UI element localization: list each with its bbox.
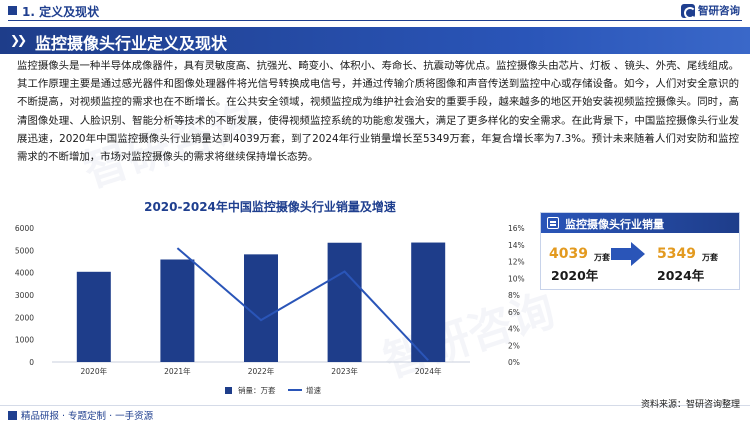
y-right-tick-label: 12% — [508, 258, 525, 267]
y-left-tick-label: 3000 — [15, 291, 34, 300]
double-chevron-icon: ❯❯ — [10, 33, 27, 47]
x-tick-label: 2021年 — [164, 366, 191, 376]
card-header: 监控摄像头行业销量 — [541, 213, 739, 233]
logo-icon — [681, 3, 696, 19]
y-left-tick-label: 1000 — [15, 336, 34, 345]
title-banner: ❯❯ 监控摄像头行业定义及现状 — [0, 27, 750, 54]
top-header: 1. 定义及现状 智研咨询 — [0, 0, 750, 22]
legend-bar-label: 销量：万套 — [238, 385, 276, 395]
sales-chart: 0 1000 2000 3000 4000 5000 6000 0% 2% 4% 6% 8% 10% 12… — [15, 224, 525, 395]
data-source: 资料来源：智研咨询整理 — [640, 400, 740, 410]
stat-value-2024: 5349 — [657, 246, 696, 262]
bar-2023年 — [327, 242, 362, 362]
y-right-tick-label: 0% — [508, 358, 520, 367]
x-tick-label: 2023年 — [331, 366, 358, 376]
section-title: 1. 定义及现状 — [22, 5, 100, 19]
x-tick-label: 2022年 — [248, 366, 275, 376]
card-title: 监控摄像头行业销量 — [565, 218, 664, 231]
y-left-tick-label: 0 — [29, 358, 34, 367]
stat-unit-2020: 万套 — [594, 253, 610, 262]
stat-unit-2024: 万套 — [702, 253, 718, 262]
footer-tagline-text: 精品研报 · 专题定制 · 一手资源 — [21, 411, 154, 421]
header-divider — [8, 20, 742, 21]
growth-rate-line — [176, 247, 429, 362]
logo-text: 智研咨询 — [698, 5, 740, 17]
page-title: 监控摄像头行业定义及现状 — [35, 34, 228, 53]
stat-year-2024: 2024年 — [657, 268, 705, 283]
document-icon — [547, 217, 559, 229]
y-right-tick-label: 4% — [508, 325, 520, 334]
y-left-tick-label: 6000 — [15, 224, 34, 233]
bar-2020年 — [76, 271, 111, 362]
y-right-tick-label: 6% — [508, 308, 520, 317]
legend-line-label: 增速 — [306, 385, 321, 395]
y-left-tick-label: 5000 — [15, 246, 34, 255]
y-right-tick-label: 10% — [508, 274, 525, 283]
bar-2024年 — [411, 242, 446, 362]
stat-year-2020: 2020年 — [551, 268, 599, 283]
y-left-tick-label: 2000 — [15, 313, 34, 322]
bar-2021年 — [160, 259, 195, 362]
legend-bar-swatch — [225, 387, 232, 394]
stat-value-2020: 4039 — [549, 246, 588, 262]
y-right-tick-label: 2% — [508, 341, 520, 350]
x-tick-label: 2020年 — [81, 366, 108, 376]
description-paragraph: 监控摄像头是一种半导体成像器件，具有灵敏度高、抗强光、畸变小、体积小、寿命长、抗… — [17, 60, 739, 164]
x-tick-label: 2024年 — [415, 366, 442, 376]
y-right-tick-label: 14% — [508, 241, 525, 250]
brand-logo: 智研咨询 — [681, 3, 740, 19]
growth-arrow-icon — [611, 242, 645, 266]
section-marker — [8, 6, 17, 15]
y-right-tick-label: 16% — [508, 224, 525, 233]
y-right-tick-label: 8% — [508, 291, 520, 300]
chart-title: 2020-2024年中国监控摄像头行业销量及增速 — [144, 200, 396, 214]
footer-tagline: 精品研报 · 专题定制 · 一手资源 — [8, 408, 153, 421]
footer-divider — [0, 405, 750, 406]
y-left-tick-label: 4000 — [15, 269, 34, 278]
bar-2022年 — [244, 254, 278, 362]
footer-marker — [8, 410, 17, 420]
